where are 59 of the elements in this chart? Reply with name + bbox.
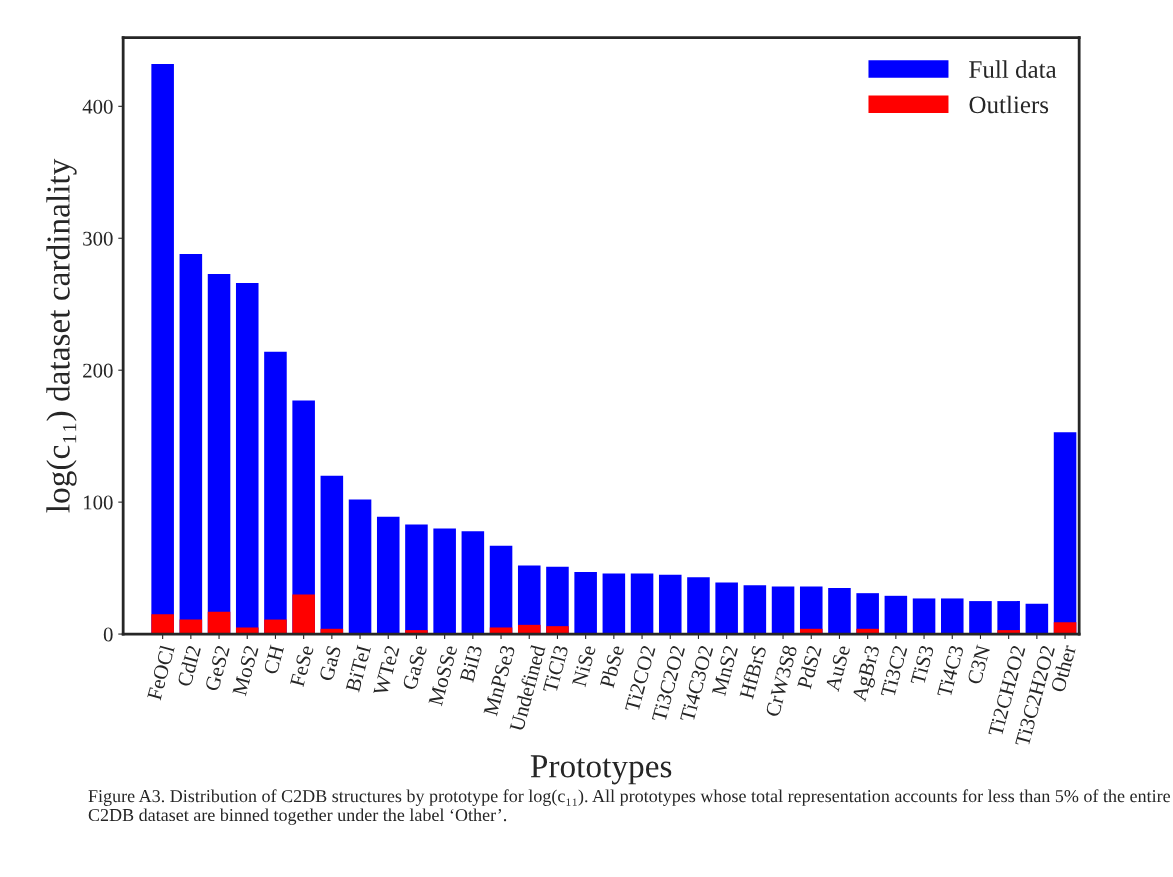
x-tick-label: PdS2 <box>796 644 822 690</box>
bar <box>743 585 767 635</box>
bar <box>574 572 597 635</box>
bar <box>687 577 710 635</box>
bar <box>461 531 485 635</box>
x-tick-label: BiTeI <box>345 644 371 693</box>
x-tick-label: GeS2 <box>204 645 230 692</box>
y-tick-label: 400 <box>82 99 113 114</box>
x-axis-title: Prototypes <box>530 755 672 785</box>
bar <box>602 573 626 635</box>
x-tick-label: WTe2 <box>373 645 400 697</box>
bar <box>1025 603 1049 635</box>
bar <box>1053 622 1077 635</box>
x-tick-label: CrW3S8 <box>765 644 798 718</box>
bar <box>264 619 287 635</box>
y-tick-label: 100 <box>84 495 113 510</box>
x-tick-label: NiSe <box>571 644 596 688</box>
x-tick-label: PbSe <box>599 644 625 689</box>
x-tick-label: MnS2 <box>711 645 738 697</box>
x-tick-label: C3N <box>967 644 991 685</box>
x-tick-label: BiI3 <box>459 644 483 683</box>
bar <box>884 595 908 635</box>
bar <box>292 594 315 635</box>
bar <box>658 574 682 635</box>
x-tick-label: Ti3C2 <box>880 645 908 698</box>
x-tick-label: AgBr3 <box>851 644 880 703</box>
x-tick-label: TiS3 <box>910 644 935 686</box>
x-tick-label: CdI2 <box>176 644 201 688</box>
x-tick-label: GaSe <box>402 644 428 691</box>
bar <box>715 582 738 635</box>
bar <box>376 516 400 635</box>
bar <box>828 587 851 635</box>
y-axis-title: log(c₁₁) dataset cardinality <box>46 158 77 513</box>
bar <box>433 528 456 635</box>
x-tick-label: FeSe <box>289 644 314 688</box>
bar <box>348 499 372 635</box>
y-tick-label: 0 <box>103 627 113 642</box>
y-tick-label: 200 <box>83 363 113 378</box>
x-tick-label: CH <box>263 644 285 675</box>
legend-label: Full data <box>969 60 1057 78</box>
bar <box>771 586 795 635</box>
x-tick-label: HfBrS <box>738 644 767 700</box>
bar <box>940 598 964 635</box>
x-tick-label: Ti4C3 <box>937 644 964 698</box>
bar <box>207 611 231 635</box>
y-tick-label: 300 <box>83 231 113 246</box>
bar <box>912 598 936 635</box>
caption: Figure A3. Distribution of C2DB structures by prototype for log(c₁₁). All prototypes whose total representation accounts for less than 5% of the entire C2DB dataset are binned together under the label ‘Other’. <box>88 789 1171 825</box>
bar <box>235 627 259 635</box>
x-tick-label: GaS <box>318 645 342 682</box>
legend-label: Outliers <box>969 95 1049 114</box>
x-tick-label: AuSe <box>825 644 851 693</box>
x-tick-label: FeOCl <box>146 644 175 701</box>
bar <box>546 626 569 635</box>
bar <box>630 573 654 635</box>
x-tick-label: MoS2 <box>232 645 259 697</box>
bar <box>151 614 174 635</box>
x-tick-label: MoSSe <box>428 644 458 707</box>
bar <box>969 601 992 635</box>
